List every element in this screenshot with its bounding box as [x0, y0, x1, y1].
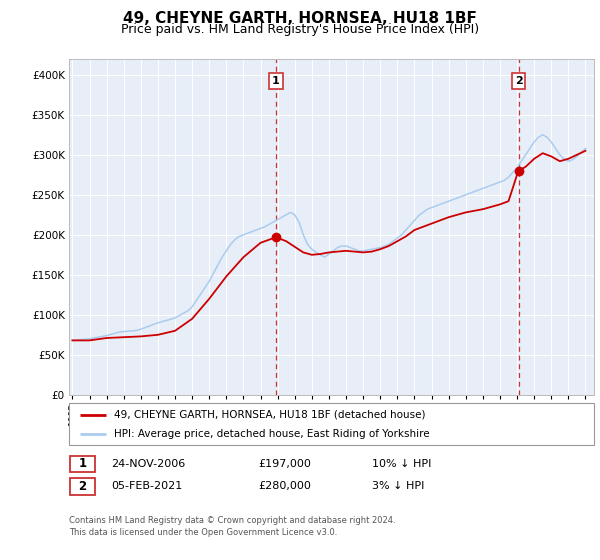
Text: 05-FEB-2021: 05-FEB-2021	[111, 482, 182, 491]
Text: 1: 1	[272, 76, 280, 86]
Text: 10% ↓ HPI: 10% ↓ HPI	[372, 459, 431, 469]
Text: 49, CHEYNE GARTH, HORNSEA, HU18 1BF (detached house): 49, CHEYNE GARTH, HORNSEA, HU18 1BF (det…	[113, 409, 425, 419]
Text: 24-NOV-2006: 24-NOV-2006	[111, 459, 185, 469]
Text: £280,000: £280,000	[258, 482, 311, 491]
Text: Contains HM Land Registry data © Crown copyright and database right 2024.
This d: Contains HM Land Registry data © Crown c…	[69, 516, 395, 537]
Text: 2: 2	[515, 76, 523, 86]
Text: 3% ↓ HPI: 3% ↓ HPI	[372, 482, 424, 491]
Text: £197,000: £197,000	[258, 459, 311, 469]
Text: 2: 2	[79, 480, 86, 493]
Text: 1: 1	[79, 458, 86, 470]
Text: Price paid vs. HM Land Registry's House Price Index (HPI): Price paid vs. HM Land Registry's House …	[121, 22, 479, 36]
Text: 49, CHEYNE GARTH, HORNSEA, HU18 1BF: 49, CHEYNE GARTH, HORNSEA, HU18 1BF	[123, 11, 477, 26]
Text: HPI: Average price, detached house, East Riding of Yorkshire: HPI: Average price, detached house, East…	[113, 429, 429, 439]
